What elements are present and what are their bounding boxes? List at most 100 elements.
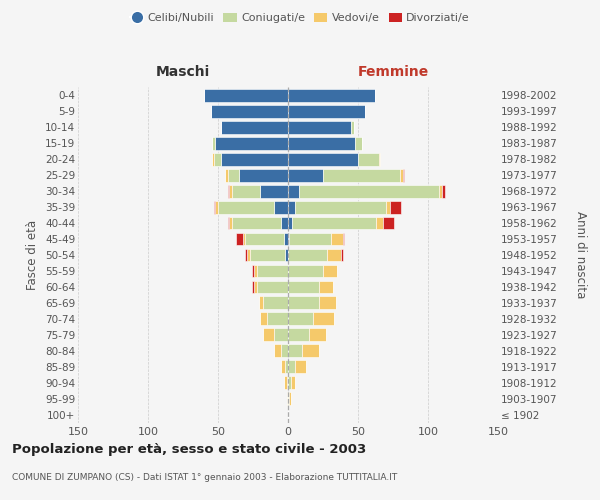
Bar bbox=[288, 296, 319, 309]
Bar bbox=[221, 121, 288, 134]
Bar bbox=[204, 89, 288, 102]
Y-axis label: Fasce di età: Fasce di età bbox=[26, 220, 40, 290]
Bar bbox=[351, 121, 354, 134]
Bar bbox=[299, 185, 439, 198]
Bar bbox=[254, 280, 257, 293]
Bar bbox=[302, 344, 319, 357]
Bar bbox=[386, 201, 390, 213]
Bar bbox=[295, 360, 306, 373]
Bar bbox=[319, 280, 333, 293]
Bar bbox=[287, 376, 288, 389]
Bar bbox=[288, 89, 375, 102]
Bar bbox=[229, 216, 232, 230]
Bar bbox=[284, 376, 287, 389]
Bar bbox=[215, 137, 288, 149]
Bar bbox=[267, 312, 288, 325]
Text: COMUNE DI ZUMPANO (CS) - Dati ISTAT 1° gennaio 2003 - Elaborazione TUTTITALIA.IT: COMUNE DI ZUMPANO (CS) - Dati ISTAT 1° g… bbox=[12, 473, 397, 482]
Bar bbox=[379, 153, 380, 166]
Bar bbox=[229, 185, 232, 198]
Bar bbox=[376, 216, 383, 230]
Bar bbox=[243, 232, 245, 245]
Bar bbox=[288, 169, 323, 181]
Bar bbox=[289, 232, 331, 245]
Bar bbox=[343, 232, 344, 245]
Bar bbox=[228, 185, 229, 198]
Bar bbox=[327, 248, 341, 262]
Bar bbox=[288, 376, 291, 389]
Legend: Celibi/Nubili, Coniugati/e, Vedovi/e, Divorziati/e: Celibi/Nubili, Coniugati/e, Vedovi/e, Di… bbox=[125, 8, 475, 28]
Bar bbox=[218, 201, 274, 213]
Bar bbox=[211, 105, 288, 118]
Bar bbox=[313, 312, 334, 325]
Bar bbox=[239, 169, 288, 181]
Bar bbox=[323, 264, 337, 278]
Bar bbox=[288, 232, 289, 245]
Bar bbox=[236, 232, 243, 245]
Bar bbox=[288, 312, 313, 325]
Bar bbox=[254, 264, 257, 278]
Bar bbox=[212, 153, 214, 166]
Bar bbox=[295, 201, 386, 213]
Bar bbox=[274, 201, 288, 213]
Bar bbox=[274, 344, 281, 357]
Bar bbox=[281, 216, 288, 230]
Bar bbox=[251, 280, 254, 293]
Bar bbox=[245, 248, 247, 262]
Bar bbox=[331, 232, 343, 245]
Bar bbox=[232, 216, 281, 230]
Bar bbox=[288, 105, 365, 118]
Bar bbox=[259, 296, 263, 309]
Text: Popolazione per età, sesso e stato civile - 2003: Popolazione per età, sesso e stato civil… bbox=[12, 442, 366, 456]
Bar bbox=[309, 328, 326, 341]
Bar bbox=[323, 169, 400, 181]
Bar bbox=[263, 296, 288, 309]
Bar bbox=[288, 328, 309, 341]
Bar bbox=[288, 201, 295, 213]
Bar bbox=[288, 153, 358, 166]
Bar bbox=[228, 169, 239, 181]
Bar bbox=[257, 280, 288, 293]
Bar bbox=[260, 312, 267, 325]
Bar bbox=[288, 216, 292, 230]
Bar bbox=[292, 216, 376, 230]
Bar bbox=[319, 296, 335, 309]
Y-axis label: Anni di nascita: Anni di nascita bbox=[574, 212, 587, 298]
Bar bbox=[214, 153, 221, 166]
Bar bbox=[390, 201, 401, 213]
Bar bbox=[442, 185, 445, 198]
Bar bbox=[260, 185, 288, 198]
Bar bbox=[274, 328, 288, 341]
Text: Femmine: Femmine bbox=[358, 65, 428, 79]
Bar bbox=[288, 137, 355, 149]
Bar bbox=[288, 185, 299, 198]
Bar bbox=[225, 169, 228, 181]
Bar bbox=[285, 248, 288, 262]
Bar bbox=[288, 248, 327, 262]
Bar bbox=[284, 232, 288, 245]
Bar bbox=[228, 216, 229, 230]
Bar bbox=[400, 169, 403, 181]
Bar bbox=[383, 216, 394, 230]
Bar bbox=[245, 232, 284, 245]
Bar bbox=[341, 248, 343, 262]
Bar bbox=[281, 344, 288, 357]
Text: Maschi: Maschi bbox=[156, 65, 210, 79]
Bar bbox=[247, 248, 250, 262]
Bar bbox=[212, 137, 215, 149]
Bar bbox=[288, 360, 295, 373]
Bar bbox=[251, 264, 254, 278]
Bar bbox=[288, 264, 323, 278]
Bar bbox=[250, 248, 285, 262]
Bar bbox=[263, 328, 274, 341]
Bar bbox=[289, 392, 291, 405]
Bar bbox=[214, 201, 215, 213]
Bar bbox=[221, 153, 288, 166]
Bar bbox=[287, 392, 288, 405]
Bar bbox=[439, 185, 442, 198]
Bar bbox=[285, 360, 288, 373]
Bar bbox=[215, 201, 218, 213]
Bar bbox=[355, 137, 362, 149]
Bar bbox=[288, 121, 351, 134]
Bar bbox=[281, 360, 285, 373]
Bar bbox=[288, 344, 302, 357]
